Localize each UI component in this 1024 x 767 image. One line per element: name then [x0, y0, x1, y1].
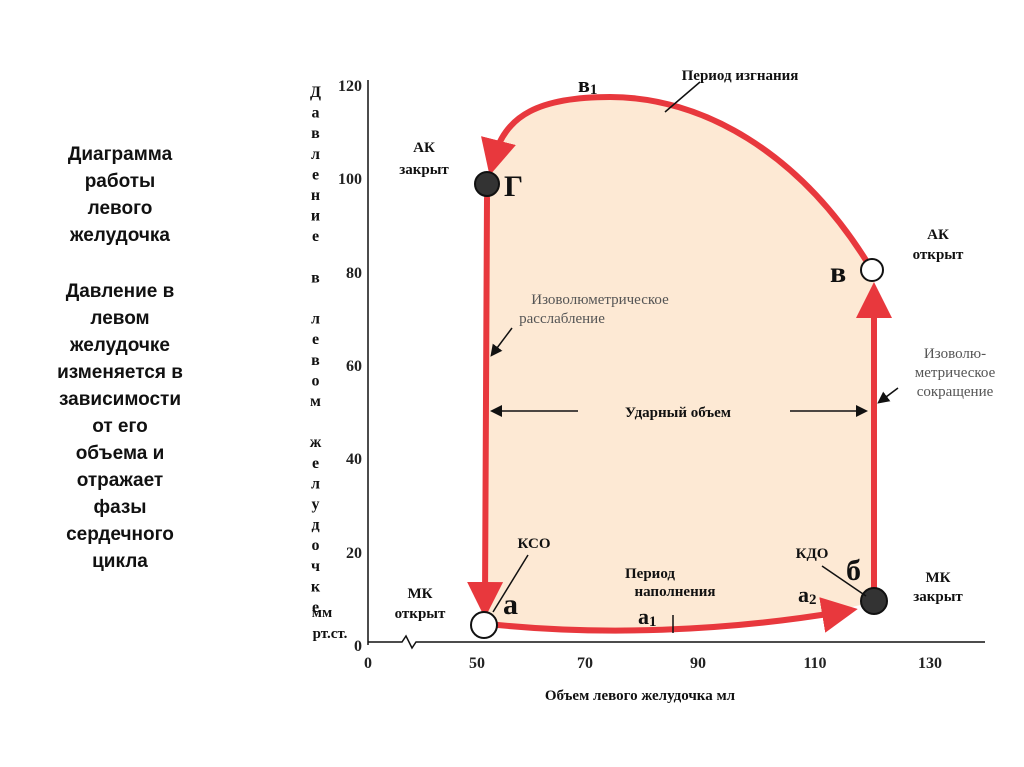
extra: КСО — [517, 536, 550, 552]
x-tick-label: 110 — [803, 655, 826, 672]
point-a — [470, 611, 498, 639]
phase: Изоволюметрическое — [531, 292, 669, 308]
letter: а — [798, 582, 809, 607]
x-tick-label: 90 — [690, 655, 706, 672]
y-tick-label: 100 — [338, 171, 362, 188]
text-line: желудочке — [69, 335, 170, 356]
sub: 1 — [590, 82, 598, 98]
note: АК — [413, 140, 435, 156]
point-b — [860, 587, 888, 615]
x-tick-label: 0 — [364, 655, 372, 672]
text-line: изменяется в — [57, 362, 183, 383]
note: МК — [925, 570, 950, 586]
y-tick-label: 80 — [346, 265, 362, 282]
text-line: зависимости — [59, 389, 181, 410]
letter: а — [638, 604, 649, 629]
x-axis-label: Объем левого желудочка мл — [545, 688, 736, 704]
text-line: отражает — [77, 470, 164, 491]
text-line: объема и — [76, 443, 165, 464]
text-line: левом — [90, 308, 149, 329]
note: закрыт — [913, 589, 963, 605]
text-line: Давление в — [66, 281, 175, 302]
text-line: цикла — [92, 551, 148, 572]
phase: Ударный объем — [625, 405, 731, 421]
y-tick-label: 60 — [346, 358, 362, 375]
sub: 1 — [649, 614, 657, 630]
loop — [467, 93, 892, 634]
point-g — [474, 171, 500, 197]
note: закрыт — [399, 162, 449, 178]
letter: в — [578, 72, 590, 97]
text-line: от его — [92, 416, 148, 437]
leaders — [490, 81, 899, 633]
text-line: фазы — [93, 497, 146, 518]
note: МК — [407, 586, 432, 602]
y-unit: мм — [312, 605, 332, 621]
x-tick-label: 70 — [577, 655, 593, 672]
phase: Период изгнания — [682, 68, 799, 84]
sidebar: Диаграмма работы левого желудочка Давлен… — [57, 144, 183, 572]
title-line: желудочка — [69, 225, 170, 246]
y-tick-label: 0 — [354, 638, 362, 655]
y-axis-label: Давление в левом желудочке — [307, 84, 324, 620]
point-label: б — [846, 554, 861, 587]
y-unit: рт.ст. — [313, 626, 348, 642]
note: открыт — [913, 247, 964, 263]
phase: сокращение — [917, 384, 994, 400]
title-line: работы — [85, 171, 156, 192]
y-ticks: 0 20 40 60 80 100 120 — [338, 78, 362, 655]
phase: расслабление — [519, 311, 605, 327]
sub: 2 — [809, 592, 817, 608]
labels: АК закрыт г в1 Период изгнания АК открыт… — [395, 68, 996, 630]
point-label: а2 — [798, 582, 817, 608]
y-tick-label: 120 — [338, 78, 362, 95]
x-ticks: 0 50 70 90 110 130 — [364, 655, 942, 672]
note: открыт — [395, 606, 446, 622]
phase: Изоволю- — [924, 346, 986, 362]
phase: наполнения — [634, 584, 715, 600]
point-label: а1 — [638, 604, 657, 630]
point-label: в — [830, 256, 846, 289]
text-line: сердечного — [66, 524, 174, 545]
x-tick-label: 50 — [469, 655, 485, 672]
point-label: г — [504, 170, 523, 203]
y-tick-label: 20 — [346, 545, 362, 562]
point-label: в1 — [578, 72, 597, 98]
phase: метрическое — [915, 365, 996, 381]
title-line: левого — [88, 198, 153, 219]
title-line: Диаграмма — [68, 144, 173, 165]
point-label: а — [503, 588, 518, 621]
note: АК — [927, 227, 949, 243]
phase: Период — [625, 566, 675, 582]
extra: КДО — [796, 546, 829, 562]
point-v — [860, 258, 884, 282]
y-tick-label: 40 — [346, 451, 362, 468]
loop-fill — [484, 97, 874, 629]
axes — [367, 80, 985, 650]
x-tick-label: 130 — [918, 655, 942, 672]
